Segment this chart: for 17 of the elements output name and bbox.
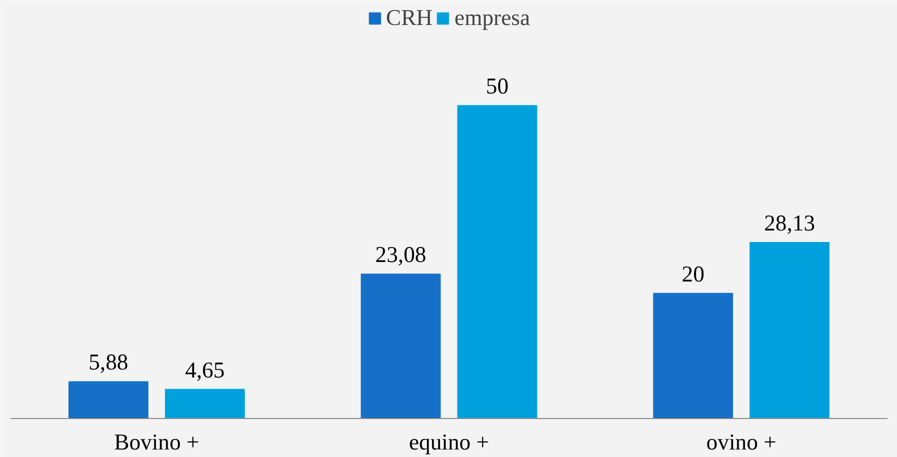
x-tick-label: Bovino + bbox=[114, 430, 200, 454]
x-tick-label: equino + bbox=[408, 430, 490, 454]
bar bbox=[750, 242, 830, 418]
bar bbox=[653, 292, 734, 418]
x-tick-label: ovino + bbox=[706, 430, 776, 454]
bar bbox=[457, 105, 538, 418]
legend-label: empresa bbox=[454, 5, 530, 31]
data-label: 23,08 bbox=[375, 242, 426, 268]
bar bbox=[360, 274, 441, 418]
data-label: 4,65 bbox=[185, 357, 225, 382]
bar bbox=[164, 388, 245, 418]
data-label: 20 bbox=[682, 261, 704, 286]
data-label: 5,88 bbox=[88, 350, 128, 375]
data-label: 50 bbox=[486, 74, 509, 99]
bar bbox=[68, 381, 148, 418]
data-label: 28,13 bbox=[764, 210, 816, 236]
legend-label: CRH bbox=[386, 5, 433, 31]
